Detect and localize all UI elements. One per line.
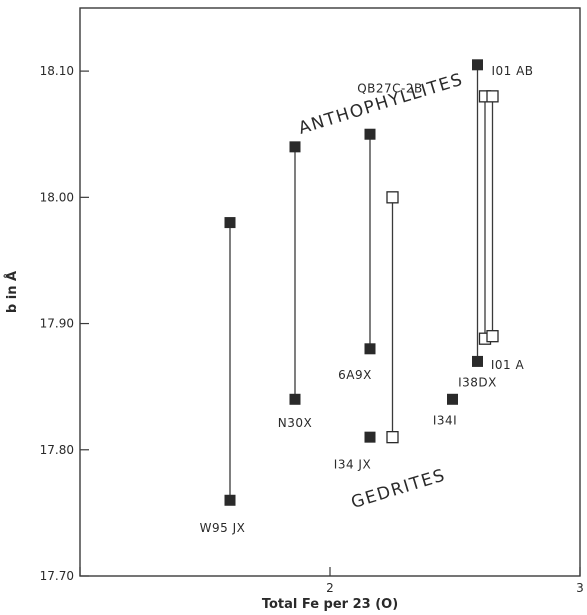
sample-point-1-1 [289,393,301,405]
sample-point-0-0 [224,217,236,229]
x-axis-title: Total Fe per 23 (O) [262,597,398,612]
sample-1: N30X [278,141,312,430]
sample-label-2: 6A9X [338,368,372,382]
sample-point-4-0 [386,191,399,204]
sample-2: 6A9X [338,128,376,382]
sample-label-8: I01 A [491,358,525,372]
x-tick-label-2: 3 [576,581,584,595]
sample-point-6-1 [472,355,483,367]
sample-point-0-1 [224,494,236,506]
sample-6: I38DX [458,59,497,390]
sample-8: I01 A [486,90,525,372]
sample-point-2-0 [364,128,376,140]
sample-3: I34 JX [334,431,376,472]
sample-5: I34I [433,393,458,428]
sample-point-8-0 [486,90,499,103]
sample-label-4: QB27C-2B [357,82,423,96]
region-label-0: ANTHOPHYLLITES [296,70,466,139]
y-tick-label-0: 17.70 [40,569,74,583]
sample-label-7: I01 AB [491,64,533,78]
sample-0: W95 JX [200,217,246,535]
sample-point-5-0 [447,393,458,405]
y-tick-label-4: 18.10 [40,64,74,78]
sample-4: QB27C-2B [357,82,423,444]
y-axis-title: b in Å [4,271,20,313]
sample-series: W95 JX N30X 6A9X I34 JX QB27C-2B I34I I38DX I01… [200,59,533,535]
sample-label-5: I34I [433,414,457,428]
sample-point-2-1 [364,343,376,355]
plot-frame [79,7,581,577]
sample-point-4-1 [386,431,399,444]
sample-point-8-1 [486,330,499,343]
sample-label-6: I38DX [458,376,497,390]
sample-label-1: N30X [278,416,312,430]
region-labels: ANTHOPHYLLITES GEDRITES [296,70,466,513]
sample-label-3: I34 JX [334,458,371,472]
sample-point-1-0 [289,141,301,153]
y-tick-label-2: 17.90 [40,317,74,331]
y-tick-label-3: 18.00 [40,190,74,204]
sample-point-3-0 [364,431,376,443]
sample-point-6-0 [472,59,483,71]
y-tick-label-1: 17.80 [40,443,74,457]
axis-ticks: 17.70 17.80 17.90 18.00 18.10 2 3 [40,64,584,595]
sample-7: I01 AB [478,64,533,345]
x-tick-label-1: 2 [326,581,334,595]
sample-label-0: W95 JX [200,521,246,535]
region-label-1: GEDRITES [349,465,448,513]
